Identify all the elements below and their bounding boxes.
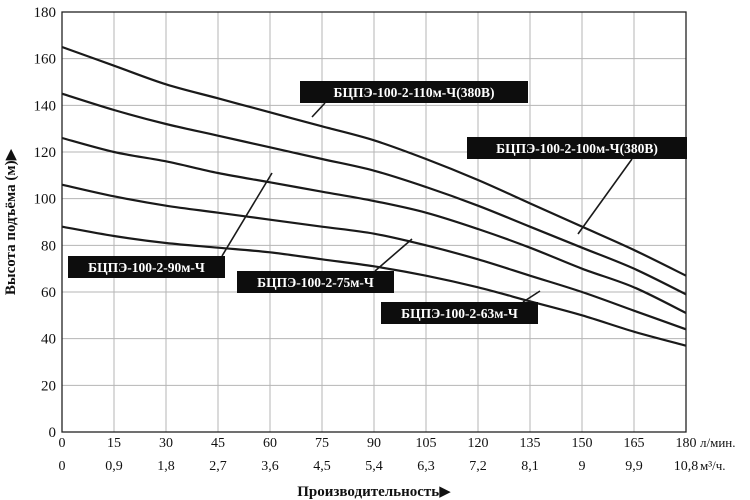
x-tick-label-secondary: 4,5 [313,459,331,474]
y-tick-labels: 0 20 40 60 80 100 120 140 160 180 [34,5,57,441]
x-tick-label-primary: 0 [59,436,66,451]
label-box [68,256,225,278]
label-leader-line [221,172,273,257]
label-box [381,302,538,324]
x-tick-label-primary: 45 [211,436,225,451]
x-tick-label-secondary: 10,8 [674,459,699,474]
series-label-5: БЦПЭ-100-2-63м-Ч [381,290,541,324]
y-tick-label: 20 [41,378,56,394]
performance-curve-5 [61,225,687,347]
y-tick-label: 120 [34,145,57,161]
performance-curves [61,45,687,347]
x-tick-label-secondary: 0,9 [105,459,123,474]
series-name: БЦПЭ-100-2-63м-Ч [401,306,518,321]
x-tick-label-primary: 75 [315,436,329,451]
performance-curve-4 [61,183,687,331]
series-label-3: БЦПЭ-100-2-90м-Ч [68,172,273,278]
x-tick-label-secondary: 9,9 [625,459,643,474]
y-tick-label: 40 [41,332,56,348]
plot-frame [61,11,687,433]
label-leader-line [311,102,326,118]
y-tick-label: 140 [34,98,57,114]
performance-curve-2 [61,92,687,296]
label-leader-line [522,290,541,303]
x-tick-label-primary: 135 [520,436,541,451]
series-name: БЦПЭ-100-2-90м-Ч [88,260,205,275]
label-leader-line [374,238,413,272]
x-tick-label-primary: 165 [624,436,645,451]
x-tick-label-secondary: 2,7 [209,459,227,474]
x-tick-label-primary: 90 [367,436,381,451]
series-labels: БЦПЭ-100-2-110м-Ч(380В) БЦПЭ-100-2-100м-Ч… [68,81,687,324]
x-tick-label-secondary: 7,2 [469,459,487,474]
series-name: БЦПЭ-100-2-110м-Ч(380В) [334,85,495,100]
series-label-1: БЦПЭ-100-2-110м-Ч(380В) [300,81,528,118]
label-leader-line [577,158,633,235]
x-tick-label-primary: 105 [416,436,437,451]
label-box [300,81,528,103]
y-axis-title: Высота подъёма (м)▶ [3,148,19,295]
y-tick-label: 180 [34,5,57,21]
x-tick-label-primary: 120 [468,436,489,451]
x-unit-secondary: м³/ч. [700,458,726,473]
series-label-2: БЦПЭ-100-2-100м-Ч(380В) [467,137,687,235]
x-tick-label-primary: 15 [107,436,121,451]
x-tick-label-secondary: 0 [59,459,66,474]
x-unit-primary: л/мин. [700,435,736,450]
x-tick-label-primary: 150 [572,436,593,451]
x-tick-label-secondary: 5,4 [365,459,383,474]
y-tick-label: 0 [49,425,57,441]
x-tick-label-primary: 60 [263,436,277,451]
series-name: БЦПЭ-100-2-75м-Ч [257,275,374,290]
x-tick-labels: 0 0 15 0,9 30 1,8 45 2,7 60 3,6 75 4,5 90 5,4 105 6,3 12… [59,436,699,474]
y-tick-label: 100 [34,192,57,208]
x-tick-label-secondary: 9 [579,459,586,474]
x-axis-title: Производительность▶ [297,484,451,500]
performance-curve-1 [61,45,687,277]
x-tick-label-primary: 180 [676,436,697,451]
y-tick-label: 160 [34,52,57,68]
series-label-4: БЦПЭ-100-2-75м-Ч [237,238,413,293]
performance-curve-3 [61,136,687,314]
x-tick-label-secondary: 3,6 [261,459,279,474]
label-box [467,137,687,159]
y-tick-label: 60 [41,285,56,301]
label-box [237,271,394,293]
series-name: БЦПЭ-100-2-100м-Ч(380В) [496,141,658,156]
y-tick-label: 80 [41,238,56,254]
x-tick-label-secondary: 8,1 [521,459,539,474]
grid [61,11,687,433]
x-tick-label-secondary: 1,8 [157,459,175,474]
x-tick-label-primary: 30 [159,436,173,451]
x-tick-label-secondary: 6,3 [417,459,435,474]
